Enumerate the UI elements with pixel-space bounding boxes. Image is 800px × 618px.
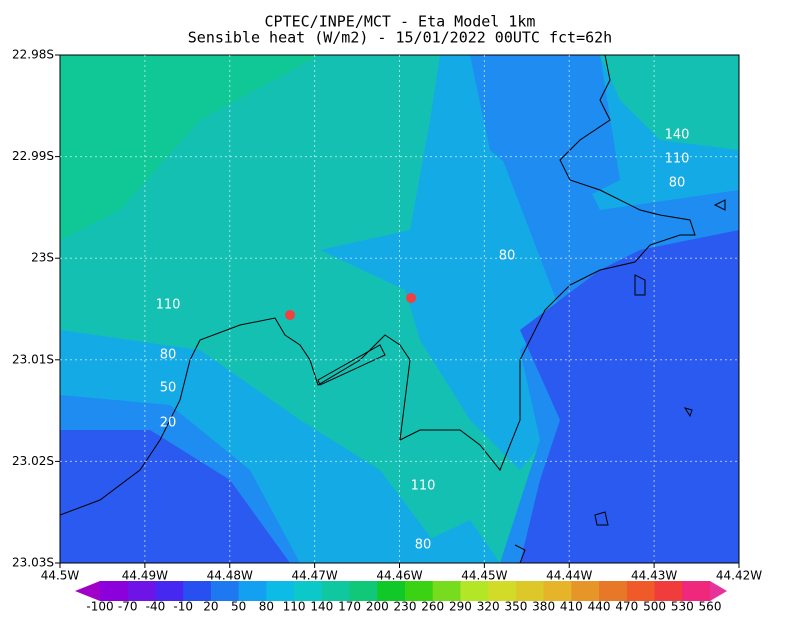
- x-tick-label: 44.5W: [41, 569, 80, 583]
- colorbar-box: [460, 581, 489, 601]
- colorbar-box: [377, 581, 406, 601]
- field: [60, 55, 739, 563]
- colorbar-label: 50: [231, 600, 246, 614]
- title: CPTEC/INPE/MCT - Eta Model 1km: [265, 13, 536, 31]
- colorbar-label: 170: [338, 600, 361, 614]
- colorbar-box: [654, 581, 683, 601]
- colorbar-box: [571, 581, 600, 601]
- colorbar-box: [238, 581, 267, 601]
- colorbar-box: [599, 581, 628, 601]
- colorbar-label: 80: [259, 600, 274, 614]
- y-tick-label: 22.98S: [12, 48, 54, 62]
- colorbar-label: 560: [699, 600, 722, 614]
- colorbar-label: 20: [203, 600, 218, 614]
- contour-label: 80: [160, 348, 177, 363]
- contour-label: 140: [665, 128, 690, 143]
- subtitle: Sensible heat (W/m2) - 15/01/2022 00UTC …: [188, 29, 612, 47]
- colorbar-box: [405, 581, 434, 601]
- colorbar-label: -70: [118, 600, 138, 614]
- x-tick-label: 44.42W: [716, 569, 762, 583]
- colorbar-label: 410: [560, 600, 583, 614]
- colorbar-label: -10: [173, 600, 193, 614]
- colorbar-label: 530: [671, 600, 694, 614]
- colorbar-label: 140: [310, 600, 333, 614]
- station-marker: [406, 293, 416, 303]
- colorbar-label: 110: [283, 600, 306, 614]
- station-marker: [285, 310, 295, 320]
- colorbar-box: [515, 581, 545, 601]
- colorbar-label: 260: [421, 600, 444, 614]
- contour-label: 110: [156, 298, 181, 313]
- colorbar-box: [210, 581, 240, 601]
- colorbar-box: [127, 581, 156, 601]
- y-tick-label: 23S: [31, 251, 54, 265]
- contour-label: 50: [160, 381, 177, 396]
- colorbar-label: -100: [86, 600, 113, 614]
- colorbar-box: [266, 581, 295, 601]
- colorbar-label: 500: [643, 600, 666, 614]
- colorbar-end: [75, 581, 100, 601]
- x-tick-label: 44.45W: [461, 569, 507, 583]
- colorbar-box: [155, 581, 184, 601]
- colorbar-label: 200: [366, 600, 389, 614]
- contour-label: 110: [411, 479, 436, 494]
- contour-label: 110: [665, 152, 690, 167]
- colorbar-label: 350: [504, 600, 527, 614]
- colorbar-label: 290: [449, 600, 472, 614]
- colorbar-box: [432, 581, 461, 601]
- colorbar-box: [321, 581, 351, 601]
- colorbar-label: 230: [394, 600, 417, 614]
- colorbar-box: [488, 581, 517, 601]
- colorbar-end: [710, 581, 727, 601]
- colorbar-label: 380: [532, 600, 555, 614]
- y-tick-label: 23.02S: [12, 454, 54, 468]
- colorbar-box: [543, 581, 572, 601]
- y-tick-label: 23.01S: [12, 352, 54, 366]
- x-tick-label: 44.44W: [546, 569, 592, 583]
- contour-label: 80: [415, 538, 432, 553]
- colorbar-label: 440: [588, 600, 611, 614]
- colorbar-label: 470: [615, 600, 638, 614]
- contour-label: 80: [499, 249, 516, 264]
- colorbar-box: [183, 581, 212, 601]
- colorbar-label: -40: [146, 600, 166, 614]
- x-tick-label: 44.43W: [631, 569, 677, 583]
- colorbar-box: [349, 581, 378, 601]
- colorbar-box: [294, 581, 323, 601]
- contour-label: 80: [669, 176, 686, 191]
- colorbar-label: 320: [477, 600, 500, 614]
- x-tick-label: 44.47W: [292, 569, 338, 583]
- y-tick-label: 22.99S: [12, 149, 54, 163]
- x-tick-label: 44.46W: [376, 569, 422, 583]
- contour-label: 20: [160, 416, 177, 431]
- colorbar-box: [626, 581, 656, 601]
- colorbar-box: [100, 581, 129, 601]
- x-tick-label: 44.48W: [207, 569, 253, 583]
- colorbar-box: [682, 581, 711, 601]
- y-tick-label: 23.03S: [12, 556, 54, 570]
- x-tick-label: 44.49W: [122, 569, 168, 583]
